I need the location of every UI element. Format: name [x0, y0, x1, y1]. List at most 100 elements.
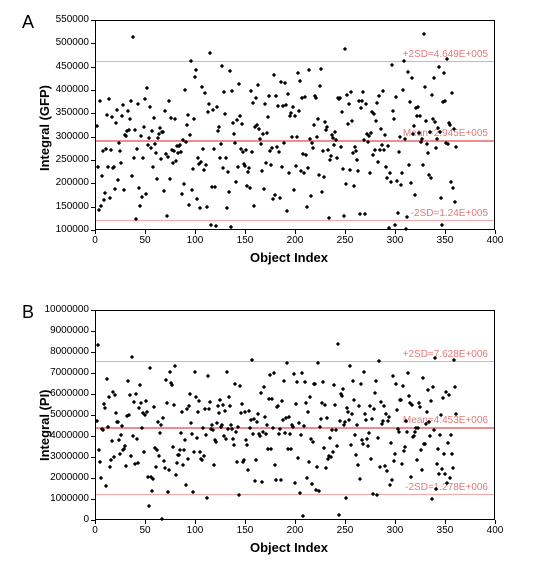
data-point: [198, 206, 202, 210]
data-point: [212, 463, 216, 467]
data-point: [344, 496, 348, 500]
data-point: [222, 90, 226, 94]
data-point: [147, 136, 151, 140]
data-point: [148, 105, 152, 109]
data-point: [163, 109, 167, 113]
data-point: [173, 117, 177, 121]
data-point: [402, 449, 406, 453]
data-point: [401, 88, 405, 92]
data-point: [194, 394, 198, 398]
data-point: [357, 403, 361, 407]
data-point: [166, 155, 170, 159]
data-point: [192, 450, 196, 454]
xtick: [445, 230, 446, 234]
data-point: [218, 398, 222, 402]
data-point: [258, 434, 262, 438]
data-point: [387, 226, 391, 230]
data-point: [120, 114, 124, 118]
refline-label: -2SD=1.24E+005: [411, 208, 488, 219]
data-point: [167, 468, 171, 472]
data-point: [128, 117, 132, 121]
data-point: [136, 102, 140, 106]
data-point: [118, 149, 122, 153]
data-point: [328, 158, 332, 162]
data-point: [437, 472, 441, 476]
data-point: [195, 436, 199, 440]
data-point: [113, 187, 117, 191]
data-point: [105, 377, 109, 381]
ytick-label: 7000000: [50, 367, 89, 378]
data-point: [274, 94, 278, 98]
data-point: [211, 428, 215, 432]
data-point: [282, 379, 286, 383]
data-point: [235, 118, 239, 122]
data-point: [353, 433, 357, 437]
data-point: [225, 370, 229, 374]
xtick-label: 400: [487, 525, 504, 536]
x-axis-title-A: Object Index: [250, 250, 328, 265]
ytick: [91, 137, 95, 138]
data-point: [162, 189, 166, 193]
data-point: [234, 180, 238, 184]
data-point: [373, 148, 377, 152]
data-point: [280, 399, 284, 403]
data-point: [319, 67, 323, 71]
data-point: [309, 193, 313, 197]
data-point: [147, 503, 151, 507]
data-point: [304, 153, 308, 157]
data-point: [276, 104, 280, 108]
data-point: [175, 461, 179, 465]
data-point: [171, 445, 175, 449]
data-point: [167, 99, 171, 103]
data-point: [244, 148, 248, 152]
data-point: [342, 214, 346, 218]
data-point: [99, 476, 103, 480]
data-point: [454, 145, 458, 149]
data-point: [402, 59, 406, 63]
data-point: [208, 51, 212, 55]
data-point: [107, 395, 111, 399]
xtick-label: 200: [287, 235, 304, 246]
data-point: [406, 371, 410, 375]
ytick: [91, 43, 95, 44]
data-point: [338, 419, 342, 423]
data-point: [356, 463, 360, 467]
refline-label: Mean=2.945E+005: [403, 128, 488, 139]
data-point: [368, 171, 372, 175]
data-point: [400, 171, 404, 175]
data-point: [182, 182, 186, 186]
data-point: [184, 140, 188, 144]
data-point: [420, 468, 424, 472]
data-point: [418, 405, 422, 409]
ytick: [91, 183, 95, 184]
data-point: [249, 88, 253, 92]
data-point: [272, 72, 276, 76]
data-point: [269, 447, 273, 451]
data-point: [439, 196, 443, 200]
data-point: [123, 443, 127, 447]
data-point: [187, 404, 191, 408]
data-point: [304, 401, 308, 405]
data-point: [335, 444, 339, 448]
data-point: [409, 181, 413, 185]
sd-line: [96, 494, 494, 495]
data-point: [95, 418, 99, 422]
xtick: [345, 230, 346, 234]
data-point: [185, 123, 189, 127]
xtick-label: 150: [237, 235, 254, 246]
data-point: [432, 428, 436, 432]
data-point: [356, 169, 360, 173]
data-point: [264, 160, 268, 164]
data-point: [192, 117, 196, 121]
data-point: [217, 411, 221, 415]
data-point: [306, 166, 310, 170]
data-point: [359, 106, 363, 110]
data-point: [311, 146, 315, 150]
data-point: [294, 163, 298, 167]
y-axis-title-B: Integral (PI): [37, 390, 52, 462]
data-point: [449, 180, 453, 184]
data-point: [228, 69, 232, 73]
ytick: [91, 415, 95, 416]
data-point: [133, 128, 137, 132]
data-point: [159, 422, 163, 426]
